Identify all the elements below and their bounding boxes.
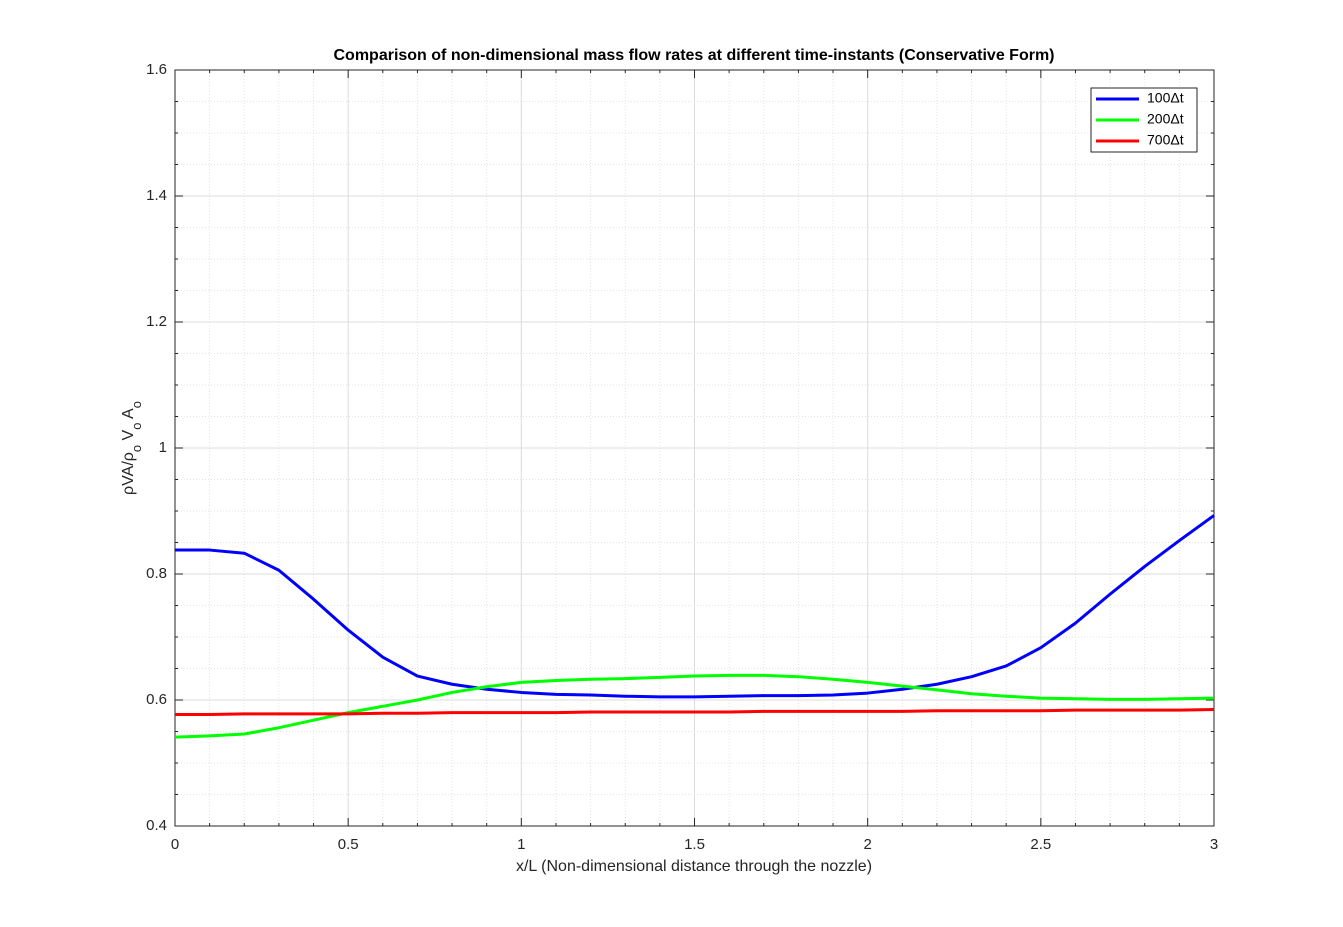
x-tick-label: 2.5 bbox=[1030, 836, 1051, 853]
y-axis-label-part: o bbox=[129, 423, 144, 430]
chart-title: Comparison of non-dimensional mass flow … bbox=[333, 47, 1054, 64]
y-axis-label-part: A bbox=[120, 408, 137, 423]
x-tick-label: 3 bbox=[1210, 836, 1218, 853]
y-axis-label-part: ρVA/ρ bbox=[120, 452, 137, 495]
legend-label: 200Δt bbox=[1147, 111, 1184, 127]
x-tick-label: 0.5 bbox=[338, 836, 359, 853]
y-tick-label: 0.6 bbox=[146, 691, 167, 708]
y-axis-label-part: V bbox=[120, 429, 137, 444]
y-axis-label-part: o bbox=[129, 401, 144, 408]
y-tick-label: 0.4 bbox=[146, 817, 167, 834]
x-tick-label: 0 bbox=[171, 836, 179, 853]
y-tick-label: 1.2 bbox=[146, 313, 167, 330]
data-line bbox=[175, 514, 1215, 699]
y-tick-label: 1 bbox=[159, 439, 167, 456]
x-axis-label: x/L (Non-dimensional distance through th… bbox=[516, 858, 872, 875]
data-line bbox=[175, 707, 1215, 716]
x-tick-label: 1.5 bbox=[684, 836, 705, 853]
axes-box bbox=[174, 69, 1215, 827]
x-tick-label: 1 bbox=[517, 836, 525, 853]
y-axis-label: ρVA/ρo Vo Ao bbox=[120, 401, 144, 495]
y-tick-label: 1.4 bbox=[146, 187, 167, 204]
y-axis-label-part: o bbox=[129, 445, 144, 452]
legend-label: 700Δt bbox=[1147, 132, 1184, 148]
y-tick-label: 0.8 bbox=[146, 565, 167, 582]
x-tick-label: 2 bbox=[863, 836, 871, 853]
y-tick-label: 1.6 bbox=[146, 61, 167, 78]
legend-label: 100Δt bbox=[1147, 90, 1184, 106]
